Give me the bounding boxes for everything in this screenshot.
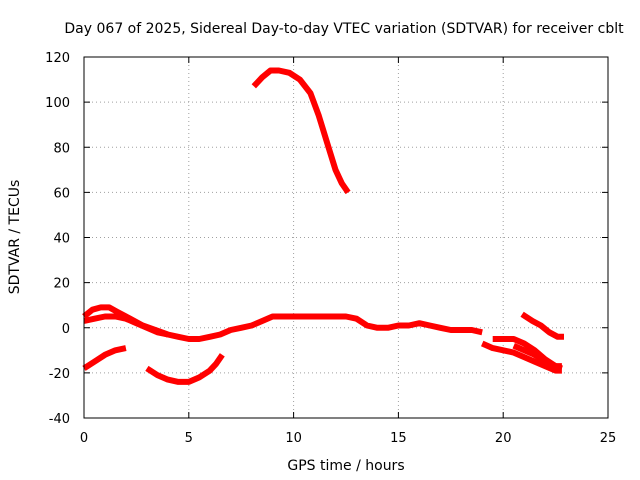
y-axis-title: SDTVAR / TECUs <box>7 180 23 295</box>
x-tick-label: 10 <box>285 431 302 446</box>
y-tick-label: 100 <box>45 96 70 111</box>
y-tick-label: -20 <box>49 367 70 382</box>
x-tick-label: 20 <box>495 431 512 446</box>
x-tick-label: 5 <box>185 431 193 446</box>
plot-frame <box>83 56 609 419</box>
series-line-arc-1 <box>251 67 351 195</box>
y-tick-label: 0 <box>62 322 70 337</box>
y-tick-label: 120 <box>45 51 70 66</box>
series-line-arc-5 <box>145 353 225 385</box>
y-tick-label: 20 <box>53 277 70 292</box>
grid-lines <box>83 56 609 419</box>
x-tick-labels: 0 5 10 15 20 25 <box>80 431 616 446</box>
series-line-arc-8 <box>512 343 562 370</box>
x-tick-label: 15 <box>390 431 407 446</box>
x-tick-label: 0 <box>80 431 88 446</box>
series-line-arc-4 <box>83 313 169 338</box>
axis-ticks <box>83 56 609 419</box>
y-tick-label: 60 <box>53 186 70 201</box>
x-tick-label: 25 <box>600 431 617 446</box>
y-tick-label: -40 <box>49 412 70 427</box>
y-tick-label: 40 <box>53 232 70 247</box>
x-axis-title: GPS time / hours <box>287 458 404 474</box>
series-line-arc-9 <box>520 311 564 340</box>
chart-title: Day 067 of 2025, Sidereal Day-to-day VTE… <box>64 21 624 37</box>
data-series <box>82 67 564 385</box>
y-tick-labels: -40 -20 0 20 40 60 80 100 120 <box>45 51 70 427</box>
series-line-arc-2 <box>82 345 127 371</box>
y-tick-label: 80 <box>53 141 70 156</box>
series-line-arc-7 <box>480 340 562 374</box>
